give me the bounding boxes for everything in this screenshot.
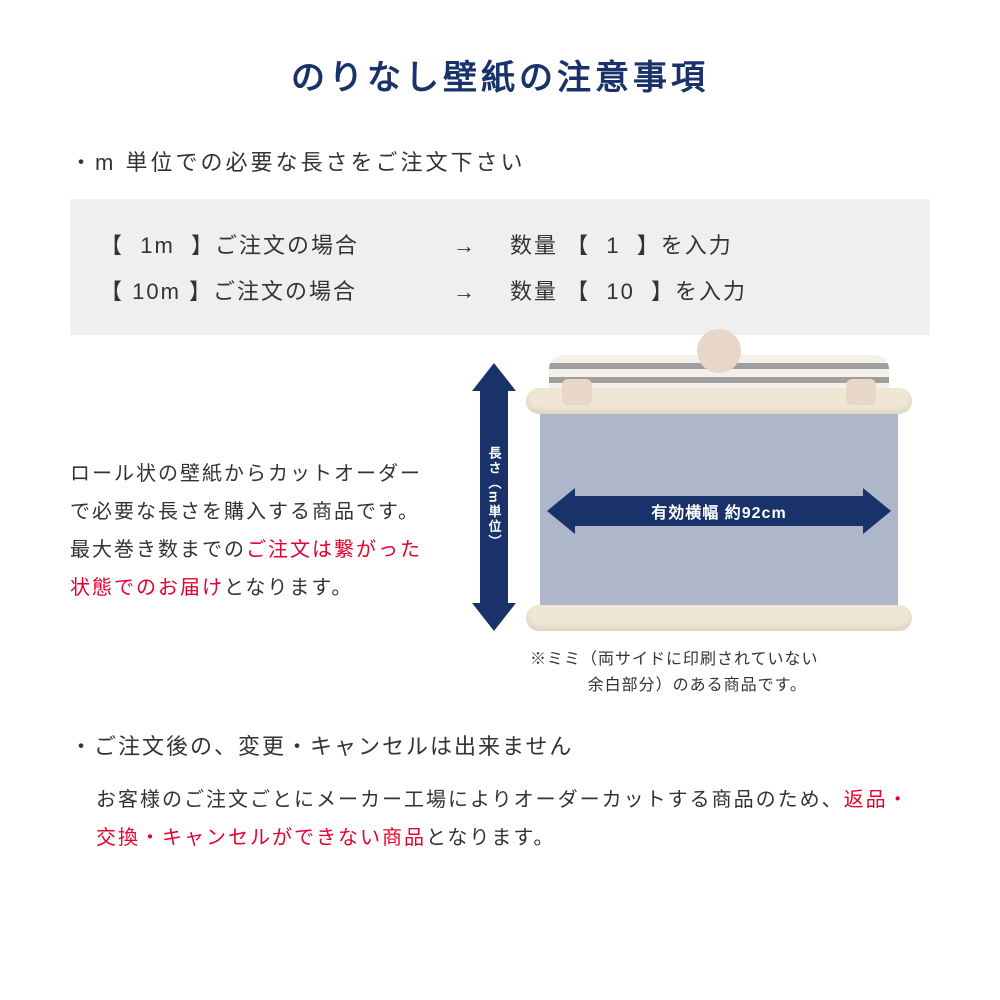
sec2-part1: お客様のご注文ごとにメーカー工場によりオーダーカットする商品のため、 bbox=[96, 789, 844, 811]
wallpaper-roll-illustration: 有効横幅 約92cm bbox=[526, 363, 912, 631]
vertical-arrow: 長さ（m単位） bbox=[472, 363, 516, 631]
arrow-down-icon bbox=[472, 603, 516, 631]
wallpaper-diagram: 長さ（m単位） 有効横幅 約92cm bbox=[454, 363, 930, 698]
note-line2: 余白部分）のある商品です。 bbox=[530, 673, 930, 699]
sec2-part2: となります。 bbox=[426, 827, 555, 849]
vertical-arrow-label: 長さ（m単位） bbox=[485, 446, 504, 550]
horizontal-arrow: 有効横幅 約92cm bbox=[547, 488, 891, 534]
description-and-diagram: ロール状の壁紙からカットオーダーで必要な長さを購入する商品です。最大巻き数までの… bbox=[70, 363, 930, 698]
example-right: 数量 【 1 】を入力 bbox=[510, 223, 733, 269]
example-right: 数量 【 10 】を入力 bbox=[510, 269, 747, 315]
section1-heading: ・m 単位での必要な長さをご注文下さい bbox=[70, 145, 930, 177]
vertical-arrow-stem: 長さ（m単位） bbox=[480, 391, 508, 603]
example-left: 【 10m 】ご注文の場合 bbox=[100, 269, 420, 315]
arrow-left-icon bbox=[547, 488, 575, 534]
example-arrow: → bbox=[420, 269, 510, 315]
description-text: ロール状の壁紙からカットオーダーで必要な長さを購入する商品です。最大巻き数までの… bbox=[70, 455, 430, 607]
hand-right bbox=[846, 379, 876, 405]
horizontal-arrow-label: 有効横幅 約92cm bbox=[575, 496, 863, 526]
arrow-up-icon bbox=[472, 363, 516, 391]
diagram-top-row: 長さ（m単位） 有効横幅 約92cm bbox=[472, 363, 912, 631]
note-line1: ※ミミ（両サイドに印刷されていない bbox=[530, 647, 930, 673]
wallpaper-sheet: 有効横幅 約92cm bbox=[540, 405, 898, 617]
example-left: 【 1m 】ご注文の場合 bbox=[100, 223, 420, 269]
section2-body: お客様のご注文ごとにメーカー工場によりオーダーカットする商品のため、返品・交換・… bbox=[70, 781, 930, 857]
desc-part2: となります。 bbox=[224, 577, 353, 599]
page-title: のりなし壁紙の注意事項 bbox=[70, 50, 930, 99]
arrow-right-icon bbox=[863, 488, 891, 534]
diagram-note: ※ミミ（両サイドに印刷されていない 余白部分）のある商品です。 bbox=[530, 647, 930, 698]
person-head bbox=[697, 329, 741, 373]
section2-heading: ・ご注文後の、変更・キャンセルは出来ません bbox=[70, 729, 930, 761]
order-example-box: 【 1m 】ご注文の場合 → 数量 【 1 】を入力 【 10m 】ご注文の場合… bbox=[70, 199, 930, 335]
example-row: 【 10m 】ご注文の場合 → 数量 【 10 】を入力 bbox=[100, 269, 900, 315]
hand-left bbox=[562, 379, 592, 405]
example-row: 【 1m 】ご注文の場合 → 数量 【 1 】を入力 bbox=[100, 223, 900, 269]
example-arrow: → bbox=[420, 223, 510, 269]
roll-bottom-bar bbox=[526, 605, 912, 631]
